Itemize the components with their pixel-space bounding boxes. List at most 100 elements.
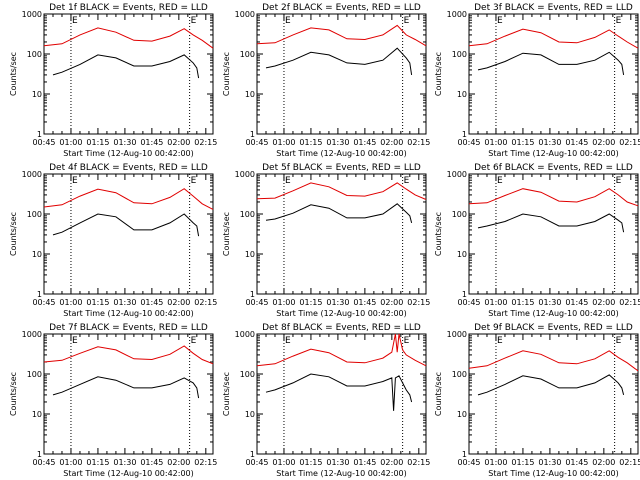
x-tick-label: 01:30	[326, 298, 349, 307]
y-tick-label: 1	[250, 130, 255, 139]
y-tick-label: 10	[457, 410, 467, 419]
x-axis-label: Start Time (12-Aug-10 00:42:00)	[276, 309, 407, 318]
y-tick-label: 10	[245, 90, 255, 99]
events-series-line	[477, 374, 625, 396]
events-series-line	[265, 203, 413, 224]
x-tick-label: 01:45	[565, 138, 588, 147]
y-tick-label: 1000	[235, 170, 255, 179]
x-tick-label: 02:00	[167, 298, 190, 307]
x-tick-label: 01:15	[86, 298, 109, 307]
x-axis-label: Start Time (12-Aug-10 00:42:00)	[63, 309, 194, 318]
y-tick-label: 1000	[22, 170, 42, 179]
lld-series-line	[256, 333, 427, 367]
panel-title: Det 2f BLACK = Events, RED = LLD	[262, 3, 421, 13]
marker-label: E	[285, 176, 291, 186]
marker-label: E	[191, 336, 197, 346]
x-tick-label: 01:00	[484, 298, 507, 307]
x-tick-label: 01:30	[326, 458, 349, 467]
x-tick-label: 02:15	[194, 458, 217, 467]
panel-title: Det 6f BLACK = Events, RED = LLD	[474, 163, 633, 173]
lld-series-line	[256, 24, 427, 47]
marker-label: E	[616, 336, 622, 346]
panel-title: Det 4f BLACK = Events, RED = LLD	[49, 163, 208, 173]
y-tick-label: 1000	[447, 170, 467, 179]
y-tick-label: 10	[457, 90, 467, 99]
marker-label: E	[616, 16, 622, 26]
events-series-line	[52, 376, 200, 399]
x-tick-label: 01:30	[326, 138, 349, 147]
x-tick-label: 01:15	[299, 458, 322, 467]
x-axis-label: Start Time (12-Aug-10 00:42:00)	[63, 149, 194, 158]
x-axis-label: Start Time (12-Aug-10 00:42:00)	[488, 469, 619, 478]
x-axis-label: Start Time (12-Aug-10 00:42:00)	[276, 469, 407, 478]
x-tick-label: 01:45	[353, 458, 376, 467]
x-tick-label: 02:15	[407, 298, 430, 307]
y-tick-label: 100	[452, 370, 467, 379]
y-tick-label: 10	[245, 250, 255, 259]
y-tick-label: 10	[32, 250, 42, 259]
y-tick-label: 1000	[235, 330, 255, 339]
y-tick-label: 10	[32, 90, 42, 99]
x-tick-label: 00:45	[457, 458, 480, 467]
lld-series-line	[43, 345, 214, 365]
y-tick-label: 10	[32, 410, 42, 419]
lld-series-line	[468, 28, 639, 49]
y-tick-label: 100	[27, 210, 42, 219]
panel-det-7: Det 7f BLACK = Events, RED = LLD 1 10 100 10…	[9, 323, 217, 478]
x-tick-label: 00:45	[457, 138, 480, 147]
panel-det-8: Det 8f BLACK = Events, RED = LLD 1 10 100 10…	[222, 323, 430, 478]
lld-series-line	[43, 188, 214, 210]
lld-series-line	[256, 182, 427, 200]
y-tick-label: 1000	[235, 10, 255, 19]
x-tick-label: 02:15	[194, 138, 217, 147]
y-axis-label: Counts/sec	[9, 372, 18, 416]
events-series-line	[477, 51, 625, 75]
panel-det-5: Det 5f BLACK = Events, RED = LLD 1 10 100 10…	[222, 163, 430, 318]
x-tick-label: 01:00	[59, 138, 82, 147]
x-tick-label: 01:45	[140, 298, 163, 307]
y-tick-label: 1	[462, 450, 467, 459]
panel-det-4: Det 4f BLACK = Events, RED = LLD 1 10 100 10…	[9, 163, 217, 318]
panel-title: Det 9f BLACK = Events, RED = LLD	[474, 323, 633, 333]
events-series-line	[265, 373, 413, 411]
panel-title: Det 1f BLACK = Events, RED = LLD	[49, 3, 208, 13]
plot-frame	[256, 173, 427, 295]
x-tick-label: 01:30	[113, 458, 136, 467]
plot-frame	[256, 333, 427, 455]
x-axis-label: Start Time (12-Aug-10 00:42:00)	[63, 469, 194, 478]
marker-label: E	[72, 176, 78, 186]
y-axis-label: Counts/sec	[222, 372, 231, 416]
lld-series-line	[468, 350, 639, 372]
plot-frame	[43, 333, 214, 455]
y-tick-label: 100	[240, 50, 255, 59]
plot-frame	[468, 333, 639, 455]
events-series-line	[52, 54, 200, 79]
y-axis-label: Counts/sec	[9, 212, 18, 256]
x-tick-label: 01:15	[299, 298, 322, 307]
x-tick-label: 02:00	[167, 458, 190, 467]
panel-det-6: Det 6f BLACK = Events, RED = LLD 1 10 100 10…	[434, 163, 640, 318]
x-tick-label: 01:00	[484, 458, 507, 467]
x-tick-label: 02:00	[380, 458, 403, 467]
x-tick-label: 01:30	[538, 138, 561, 147]
y-tick-label: 10	[245, 410, 255, 419]
marker-label: E	[191, 176, 197, 186]
y-tick-label: 1000	[22, 330, 42, 339]
x-tick-label: 00:45	[457, 298, 480, 307]
marker-label: E	[285, 336, 291, 346]
panel-title: Det 8f BLACK = Events, RED = LLD	[262, 323, 421, 333]
x-tick-label: 02:00	[592, 298, 615, 307]
y-axis-label: Counts/sec	[434, 212, 443, 256]
x-tick-label: 00:45	[245, 298, 268, 307]
panel-det-3: Det 3f BLACK = Events, RED = LLD 1 10 100 10…	[434, 3, 640, 158]
x-tick-label: 02:15	[619, 138, 640, 147]
events-series-line	[265, 47, 413, 75]
x-tick-label: 01:45	[353, 138, 376, 147]
y-tick-label: 100	[27, 370, 42, 379]
y-tick-label: 1	[462, 130, 467, 139]
y-tick-label: 100	[240, 210, 255, 219]
x-tick-label: 01:15	[86, 138, 109, 147]
x-tick-label: 01:30	[113, 298, 136, 307]
y-tick-label: 1000	[447, 330, 467, 339]
